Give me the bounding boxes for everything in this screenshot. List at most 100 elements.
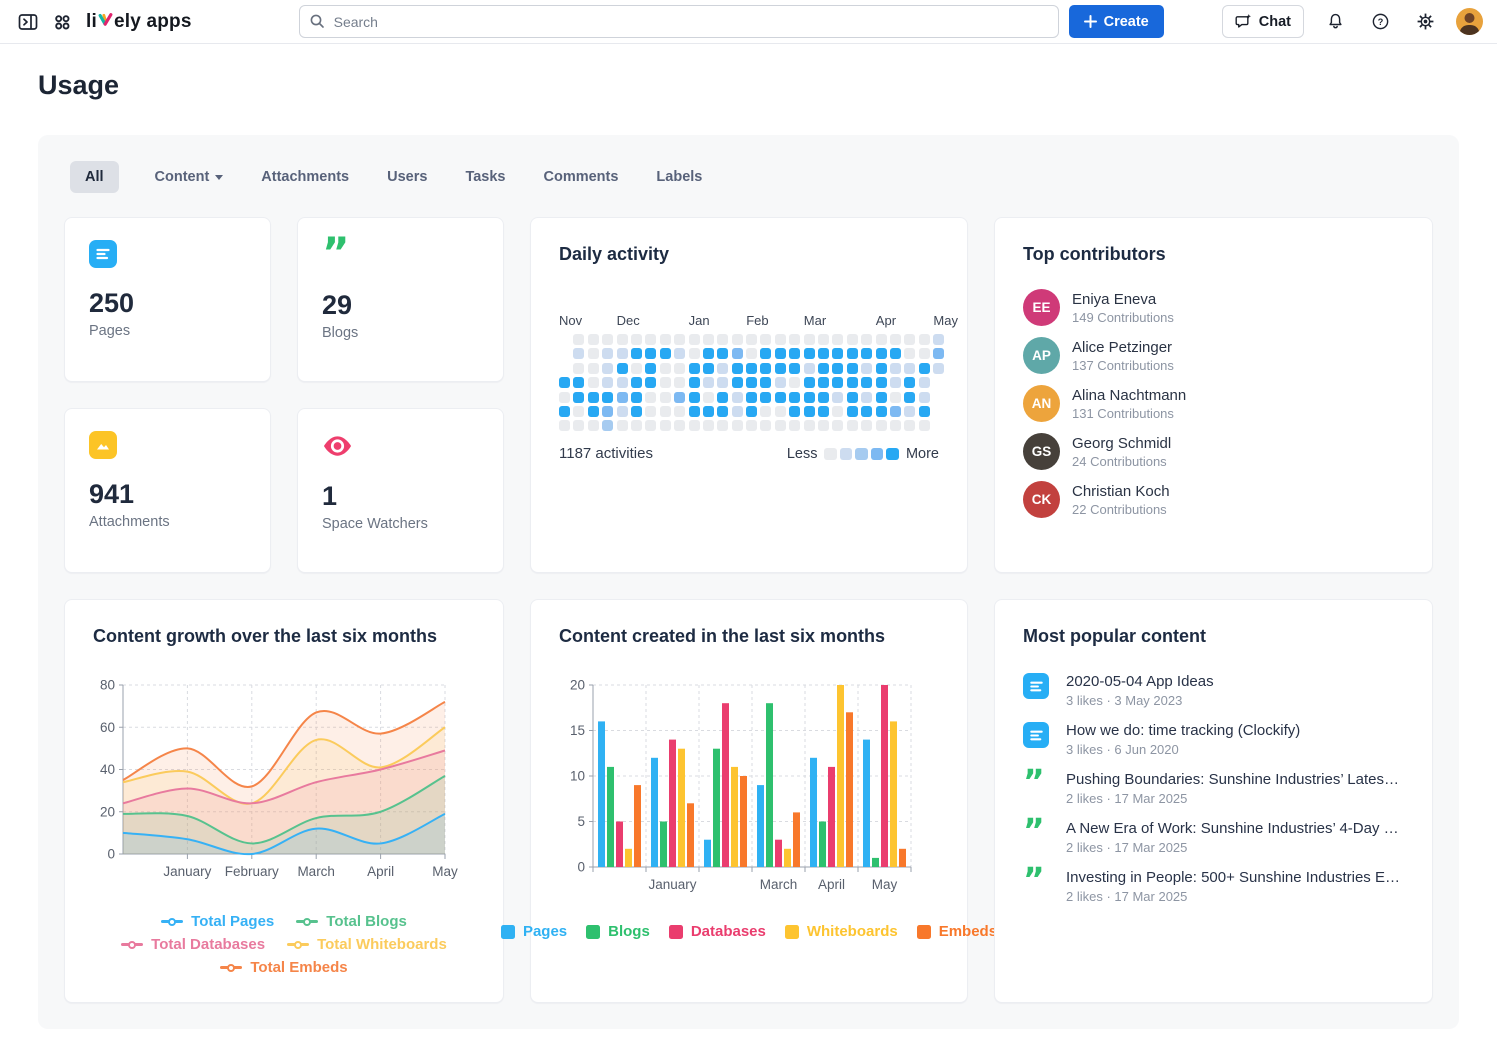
chat-button[interactable]: Chat	[1221, 5, 1304, 38]
content-title: Investing in People: 500+ Sunshine Indus…	[1066, 869, 1401, 886]
heatmap-cell	[674, 362, 686, 374]
tab-comments[interactable]: Comments	[541, 161, 620, 193]
heatmap-cell	[587, 362, 599, 374]
legend-item[interactable]: Total Embeds	[220, 959, 348, 976]
heatmap-cell	[832, 420, 844, 432]
heatmap-cell	[875, 405, 887, 417]
line-series-0	[122, 812, 446, 856]
heatmap-cell	[760, 377, 772, 389]
heatmap-cell	[702, 420, 714, 432]
user-avatar[interactable]	[1456, 8, 1483, 35]
popular-content-item[interactable]: 2020-05-04 App Ideas 3 likes · 3 May 202…	[1023, 673, 1404, 708]
heatmap-cell	[659, 362, 671, 374]
heatmap-cell	[559, 420, 570, 432]
app-switcher-icon[interactable]	[48, 8, 76, 36]
heatmap-scale-swatch	[839, 447, 853, 461]
popular-content-item[interactable]: ” Pushing Boundaries: Sunshine Industrie…	[1023, 765, 1404, 806]
heatmap-cell	[674, 420, 686, 432]
legend-item[interactable]: Total Pages	[161, 913, 274, 930]
popular-content-item[interactable]: ” Investing in People: 500+ Sunshine Ind…	[1023, 863, 1404, 904]
heatmap-cell	[731, 362, 743, 374]
content-title: 2020-05-04 App Ideas	[1066, 673, 1214, 690]
heatmap-cell	[803, 377, 815, 389]
tab-labels[interactable]: Labels	[654, 161, 704, 193]
lively-apps-logo[interactable]: li ely apps	[86, 11, 192, 33]
contributor-contributions: 131 Contributions	[1072, 405, 1174, 421]
popular-content-item[interactable]: ” A New Era of Work: Sunshine Industries…	[1023, 814, 1404, 855]
heatmap-cell	[918, 334, 930, 345]
page-icon	[89, 240, 117, 268]
heatmap-cell	[933, 348, 945, 360]
legend-item[interactable]: Whiteboards	[784, 923, 898, 940]
contributor-row[interactable]: EE Eniya Eneva 149 Contributions	[1023, 289, 1404, 326]
bar-pages-1	[651, 757, 658, 867]
legend-item[interactable]: Embeds	[916, 923, 997, 940]
heatmap-scale-swatch	[855, 447, 868, 461]
page-icon	[1023, 722, 1049, 748]
heatmap-cell	[904, 391, 916, 403]
usage-tabs: All Content Attachments Users Tasks Comm…	[64, 161, 1433, 193]
heatmap-cell	[904, 362, 916, 374]
sidebar-toggle-icon[interactable]	[14, 8, 42, 36]
popular-content-item[interactable]: How we do: time tracking (Clockify) 3 li…	[1023, 722, 1404, 757]
legend-item[interactable]: Total Whiteboards	[287, 936, 447, 953]
heatmap-cell	[846, 362, 858, 374]
create-button[interactable]: Create	[1068, 5, 1164, 38]
heatmap-cell	[674, 405, 686, 417]
bar-whiteboards-0	[625, 848, 632, 867]
svg-text:0: 0	[107, 847, 115, 862]
contributor-contributions: 149 Contributions	[1072, 309, 1174, 325]
legend-label: Total Databases	[151, 936, 266, 953]
daily-activity-card: Daily activity Nov Dec Jan Feb Mar Apr May 118…	[530, 217, 968, 573]
tab-content[interactable]: Content	[153, 161, 226, 193]
contributor-row[interactable]: AP Alice Petzinger 137 Contributions	[1023, 337, 1404, 374]
heatmap-cell	[918, 362, 930, 374]
heatmap-cell	[904, 377, 916, 389]
tab-tasks[interactable]: Tasks	[463, 161, 507, 193]
heatmap-cell	[818, 391, 830, 403]
legend-item[interactable]: Total Blogs	[296, 913, 407, 930]
heatmap-cell	[861, 405, 873, 417]
legend-swatch	[500, 924, 515, 939]
heatmap-cell	[746, 348, 758, 360]
top-bar: li ely apps Create Chat ?	[0, 0, 1497, 44]
svg-text:May: May	[432, 864, 458, 879]
legend-item[interactable]: Databases	[668, 923, 766, 940]
contributors-list: EE Eniya Eneva 149 Contributions AP Alic…	[1023, 289, 1404, 518]
heatmap-cell	[602, 377, 614, 389]
heatmap-cell	[846, 391, 858, 403]
bar-blogs-2	[713, 748, 720, 867]
stat-label: Blogs	[322, 325, 359, 341]
tab-tasks-label: Tasks	[465, 169, 506, 185]
contributor-row[interactable]: GS Georg Schmidl 24 Contributions	[1023, 433, 1404, 470]
tab-all[interactable]: All	[70, 161, 119, 193]
contributor-contributions: 22 Contributions	[1072, 501, 1167, 517]
heatmap-cell	[889, 362, 901, 374]
bar-whiteboards-5	[890, 721, 897, 867]
heatmap-cell	[630, 348, 642, 360]
heatmap-cell	[904, 420, 916, 432]
bar-embeds-5	[899, 848, 906, 867]
legend-item[interactable]: Blogs	[586, 923, 650, 940]
heatmap-cell	[674, 391, 686, 403]
help-icon[interactable]: ?	[1366, 8, 1394, 36]
contributor-row[interactable]: CK Christian Koch 22 Contributions	[1023, 481, 1404, 518]
heatmap-cell	[559, 377, 570, 389]
search-input[interactable]	[298, 5, 1059, 38]
settings-gear-icon[interactable]	[1411, 8, 1439, 36]
contributor-row[interactable]: AN Alina Nachtmann 131 Contributions	[1023, 385, 1404, 422]
legend-item[interactable]: Pages	[500, 923, 567, 940]
tab-attachments[interactable]: Attachments	[259, 161, 351, 193]
heatmap-month-label: Nov	[559, 313, 583, 328]
stat-card-blogs: ” 29 Blogs	[297, 217, 504, 382]
notifications-bell-icon[interactable]	[1321, 8, 1349, 36]
top-contributors-card: Top contributors EE Eniya Eneva 149 Cont…	[994, 217, 1433, 573]
heatmap-cell	[818, 377, 830, 389]
legend-item[interactable]: Total Databases	[121, 936, 265, 953]
heatmap-cell	[789, 377, 801, 389]
legend-line-icon	[121, 940, 144, 949]
tab-content-label: Content	[154, 169, 210, 185]
svg-text:April: April	[367, 864, 394, 879]
tab-users[interactable]: Users	[385, 161, 429, 193]
svg-text:5: 5	[577, 814, 585, 829]
